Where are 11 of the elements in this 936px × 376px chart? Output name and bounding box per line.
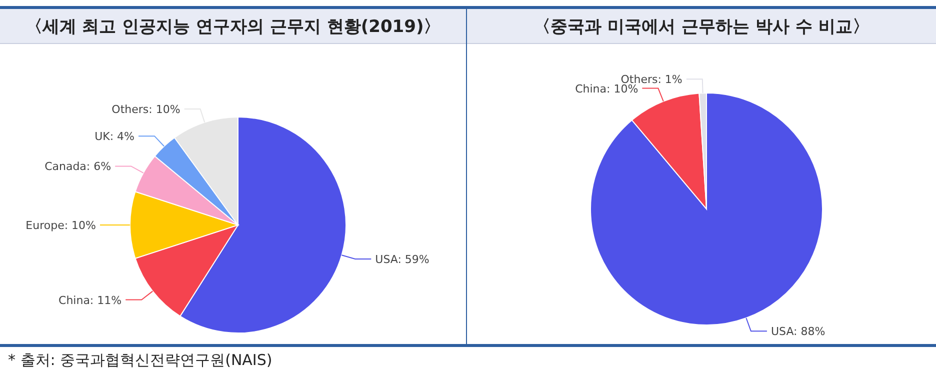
slice-label: China: 10% (575, 82, 638, 96)
text: * 출처: 중국과협혁신전략연구원(NAIS) (7, 351, 274, 370)
slice-label: Europe: 10% (26, 219, 96, 232)
slice-label: USA: 59% (375, 253, 430, 266)
slice-label: Others: 10% (112, 102, 180, 116)
chart-title: 〈중국과 미국에서 근무하는 박사 수 비교〉 (467, 9, 936, 44)
slice-label: UK: 4% (94, 130, 134, 144)
slice-label: USA: 88% (770, 325, 826, 338)
slice-label: China: 11% (58, 294, 122, 307)
slice-label: Canada: 6% (44, 160, 112, 174)
chart-title: 〈세계 최고 인공지능 연구자의 근무지 현황(2019)〉 (0, 9, 466, 44)
